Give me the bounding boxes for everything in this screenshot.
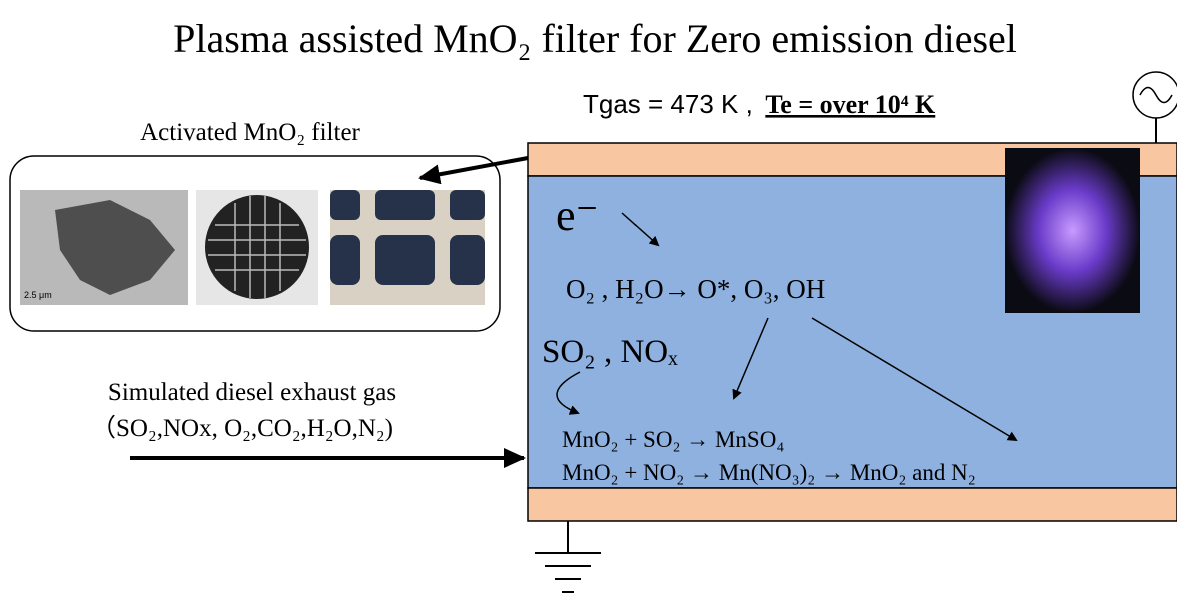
diagram: Plasma assisted MnO₂ filter for Zero emi… xyxy=(0,0,1177,597)
plasma-photo xyxy=(1005,148,1140,313)
ac-source xyxy=(1133,72,1177,118)
exhaust-composition: （SO₂,NOx, O₂,CO₂,H₂O,N₂) xyxy=(91,414,393,442)
ground xyxy=(535,521,601,592)
conditions: Tgas = 473 K , Te = over 10⁴ K xyxy=(583,89,936,119)
gas-temperature: Tgas = 473 K , xyxy=(583,89,753,119)
reaction-2: MnO₂ + NO₂ → Mn(NO₃)₂ → MnO₂ and N₂ xyxy=(562,460,976,485)
reaction-1: MnO₂ + SO₂ → MnSO₄ xyxy=(562,427,784,452)
electron-temperature: Te = over 10⁴ K xyxy=(765,90,936,119)
mesh-holes xyxy=(330,190,485,285)
bottom-electrode xyxy=(528,488,1177,521)
filter-label: Activated MnO₂ filter xyxy=(140,119,360,146)
radicals: O₂ , H₂O→ O*, O₃, OH xyxy=(566,274,825,304)
title: Plasma assisted MnO₂ filter for Zero emi… xyxy=(173,16,1017,61)
pollutants: SO₂ , NOₓ xyxy=(542,334,678,370)
filter-disk xyxy=(205,195,309,299)
exhaust-label: Simulated diesel exhaust gas xyxy=(108,379,396,406)
electron: e⁻ xyxy=(556,191,599,240)
scale-bar: 2.5 μm xyxy=(24,290,52,300)
